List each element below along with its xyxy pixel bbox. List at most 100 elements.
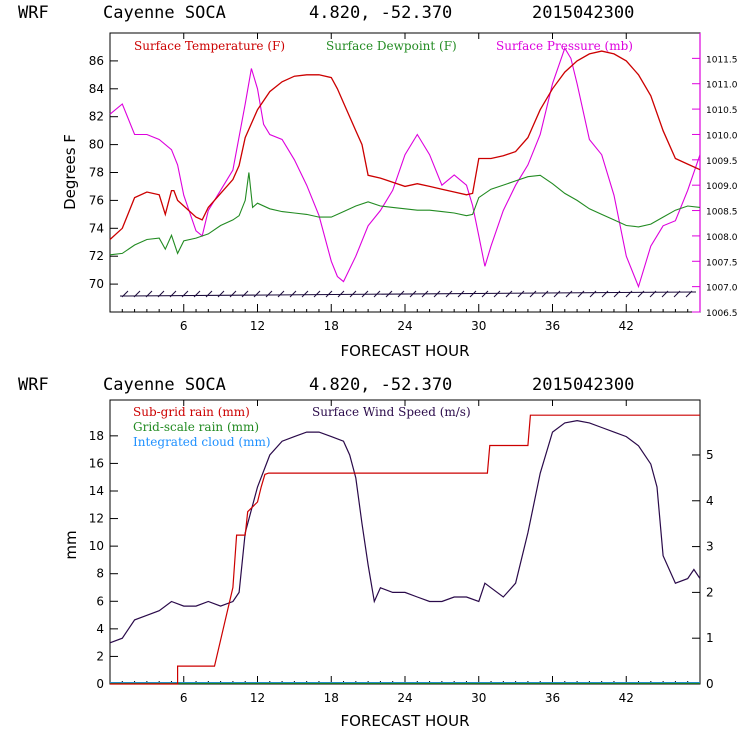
y-tick-label: 86 xyxy=(89,54,104,68)
panel2-x-axis-label: FORECAST HOUR xyxy=(340,712,469,730)
wind-barb xyxy=(421,290,429,298)
x-tick-label: 42 xyxy=(619,691,634,705)
x-tick-label: 24 xyxy=(397,691,412,705)
y-tick-label: 6 xyxy=(96,594,104,608)
panel1-y-axis-label: Degrees F xyxy=(61,134,79,210)
wind-barbs xyxy=(119,290,697,298)
wind-barb xyxy=(397,290,405,298)
x-tick-label: 12 xyxy=(250,691,265,705)
y2-tick-label: 1 xyxy=(706,631,714,645)
y2-tick-label: 0 xyxy=(706,677,714,691)
y-tick-label: 4 xyxy=(96,622,104,636)
wind-barb xyxy=(577,290,585,298)
y2-tick-label: 1009.5 xyxy=(706,157,738,167)
wind-barb xyxy=(685,290,693,298)
y2-tick-label: 1007.0 xyxy=(706,284,738,294)
y-tick-label: 14 xyxy=(89,484,104,498)
legend-subgrid-rain: Sub-grid rain (mm) xyxy=(133,405,250,419)
x-tick-label: 12 xyxy=(250,319,265,333)
legend-pressure: Surface Pressure (mb) xyxy=(496,39,633,53)
panel1-title-coords: 4.820, -52.370 xyxy=(309,3,452,23)
wind-barb xyxy=(349,290,357,298)
y-tick-label: 84 xyxy=(89,82,104,96)
y2-tick-label: 4 xyxy=(706,494,714,508)
legend-dewpoint: Surface Dewpoint (F) xyxy=(326,39,457,53)
wind-barb xyxy=(457,290,465,298)
panel2-y-axis-label: mm xyxy=(62,530,80,559)
wind-barb xyxy=(265,290,273,298)
wind-barb xyxy=(145,290,153,298)
y2-tick-label: 1008.0 xyxy=(706,233,738,243)
y2-tick-label: 5 xyxy=(706,448,714,462)
barb-baseline xyxy=(119,291,697,297)
x-tick-label: 18 xyxy=(324,691,339,705)
y2-tick-label: 1011.0 xyxy=(706,81,738,91)
wind-barb xyxy=(169,290,177,298)
x-tick-label: 6 xyxy=(180,319,188,333)
wind-barb xyxy=(337,290,345,298)
y-tick-label: 76 xyxy=(89,193,104,207)
x-tick-label: 36 xyxy=(545,319,560,333)
y-tick-label: 16 xyxy=(89,456,104,470)
wind-barb xyxy=(133,290,141,298)
wind-barb xyxy=(193,290,201,298)
y-tick-label: 12 xyxy=(89,512,104,526)
pressure-line xyxy=(109,46,701,289)
y2-tick-label: 1009.0 xyxy=(706,182,738,192)
y2-tick-label: 1006.5 xyxy=(706,309,738,319)
wind-barb xyxy=(121,290,129,298)
wind-barb xyxy=(217,290,225,298)
wind-barb xyxy=(313,290,321,298)
wind-barb xyxy=(469,290,477,298)
y-tick-label: 82 xyxy=(89,110,104,124)
panel1-title-model: WRF xyxy=(18,3,49,23)
panel1-right-ticks: 1006.5 1007.0 1007.5 1008.0 1008.5 1009.0 1009… xyxy=(692,55,738,319)
wind-barb xyxy=(601,290,609,298)
wind-barb xyxy=(649,290,657,298)
wind-barb xyxy=(637,290,645,298)
legend-temperature: Surface Temperature (F) xyxy=(134,39,285,53)
x-tick-label: 36 xyxy=(545,691,560,705)
y2-tick-label: 1010.5 xyxy=(706,106,738,116)
wind-barb xyxy=(613,290,621,298)
x-tick-label: 24 xyxy=(397,319,412,333)
wind-barb xyxy=(565,290,573,298)
y-tick-label: 74 xyxy=(89,221,104,235)
y2-tick-label: 3 xyxy=(706,540,714,554)
wind-barb xyxy=(181,290,189,298)
y-tick-label: 18 xyxy=(89,429,104,443)
y-tick-label: 72 xyxy=(89,249,104,263)
wind-barb xyxy=(229,290,237,298)
x-tick-label: 18 xyxy=(324,319,339,333)
y-tick-label: 78 xyxy=(89,166,104,180)
wind-barb xyxy=(253,290,261,298)
x-tick-label: 42 xyxy=(619,319,634,333)
wind-barb xyxy=(241,290,249,298)
wind-barb xyxy=(541,290,549,298)
panel2-title-model: WRF xyxy=(18,375,49,395)
subgrid-rain-line xyxy=(110,414,700,685)
wind-barb xyxy=(433,290,441,298)
x-tick-label: 30 xyxy=(471,319,486,333)
wind-barb xyxy=(661,290,669,298)
panel1-x-axis-label: FORECAST HOUR xyxy=(340,342,469,360)
y2-tick-label: 1011.5 xyxy=(706,55,738,65)
legend-gridscale-rain: Grid-scale rain (mm) xyxy=(133,420,259,434)
wind-barb xyxy=(301,290,309,298)
y2-tick-label: 1007.5 xyxy=(706,258,738,268)
panel-temperature: WRF Cayenne SOCA 4.820, -52.370 20150423… xyxy=(18,3,738,360)
wind-barb xyxy=(517,290,525,298)
wind-barb xyxy=(481,290,489,298)
x-tick-label: 30 xyxy=(471,691,486,705)
wind-barb xyxy=(445,290,453,298)
y-tick-label: 8 xyxy=(96,567,104,581)
wind-barb xyxy=(505,290,513,298)
panel-precipitation: WRF Cayenne SOCA 4.820, -52.370 20150423… xyxy=(18,375,714,730)
wind-barb xyxy=(589,290,597,298)
panel2-right-ticks: 0 1 2 3 4 5 xyxy=(692,448,714,691)
x-tick-label: 6 xyxy=(180,691,188,705)
y-tick-label: 10 xyxy=(89,539,104,553)
wind-speed-line xyxy=(109,419,701,644)
panel2-left-ticks: 0 2 4 6 8 10 12 14 16 18 xyxy=(89,429,118,691)
